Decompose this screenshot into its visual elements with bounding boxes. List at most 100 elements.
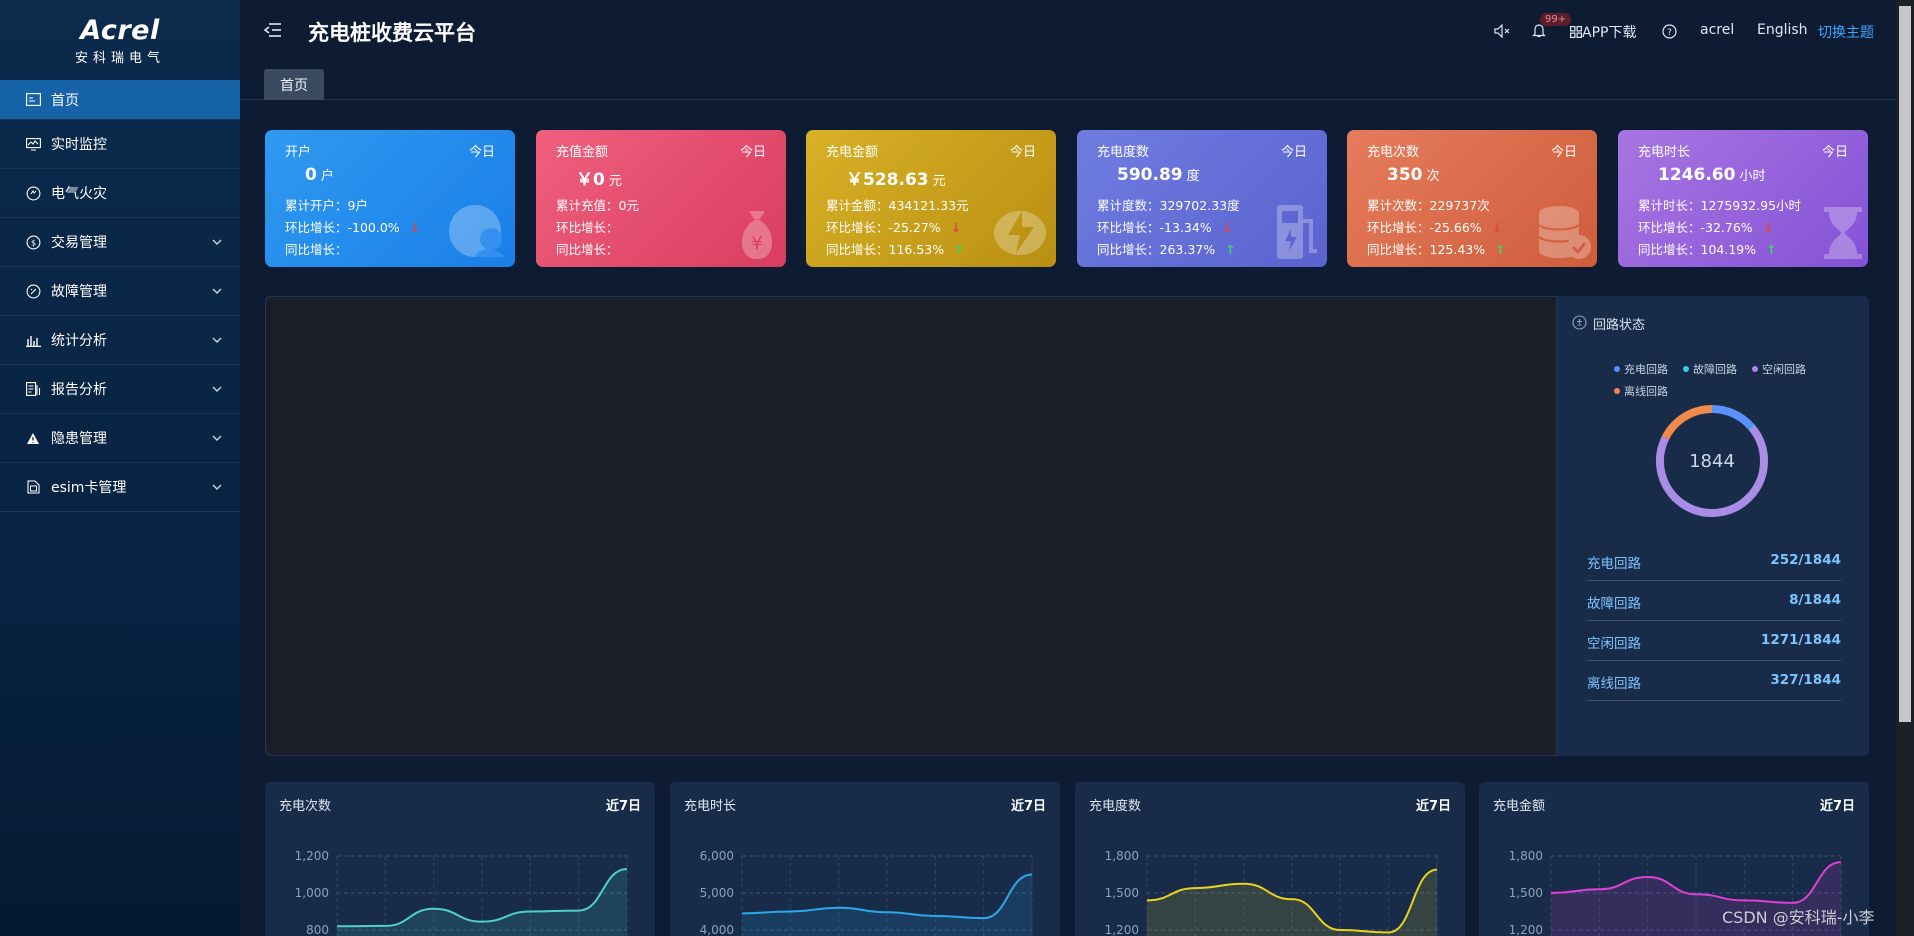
trend-chart-title: 充电金额 — [1493, 799, 1546, 814]
circuit-status-label: 充电回路 — [1587, 556, 1641, 572]
stat-card[interactable]: 充电度数 今日 590.89 度累计度数：329702.33度 环比增长：-13.34%… — [1077, 130, 1327, 267]
circuit-status-title: 回路状态 — [1593, 318, 1646, 333]
circuit-status-count: 327/1844 — [1770, 672, 1841, 688]
sidebar-item-0[interactable]: 首页 — [0, 80, 240, 120]
sidebar-item-label: 首页 — [51, 92, 79, 109]
brand-logo[interactable]: Acrel 安科瑞电气 — [0, 0, 240, 80]
series-line[interactable] — [741, 873, 1033, 920]
trend-down-icon: ↓ — [1762, 220, 1774, 235]
y-tick-label: 1,200 — [1105, 923, 1139, 936]
card-value: 590.89 度 — [1117, 165, 1200, 185]
trend-chart-title: 充电时长 — [684, 799, 737, 814]
sidebar-item-4[interactable]: 故障管理 — [0, 267, 240, 316]
sidebar-item-label: 交易管理 — [51, 235, 107, 251]
help-icon[interactable]: ? — [1662, 24, 1677, 43]
stat-card[interactable]: 充电次数 今日 350 次累计次数：229737次 环比增长：-25.66% ↓ 同比增长：… — [1347, 130, 1597, 267]
theme-switch[interactable]: 切换主题 — [1818, 25, 1874, 41]
app-download-button[interactable]: APP下载 — [1570, 22, 1636, 42]
trend-chart-plot: 1,800 1,500 1,200 — [1105, 849, 1438, 936]
circuit-status-row: 空闲回路 1271/1844 — [1587, 621, 1841, 661]
monitor-icon — [24, 135, 42, 153]
trend-chart: 1,800 1,500 1,200 充电度数 近7日 — [1075, 782, 1465, 936]
trend-up-icon: ↑ — [1495, 242, 1506, 257]
trend-chart: 1,800 1,500 1,200 充电金额 近7日 — [1479, 782, 1869, 936]
donut-slice[interactable] — [1748, 424, 1756, 431]
menu-toggle-icon[interactable] — [263, 22, 282, 42]
scrollbar-thumb[interactable] — [1899, 6, 1911, 722]
sidebar-item-8[interactable]: esim卡管理 — [0, 463, 240, 512]
card-mom: 环比增长：-32.76% ↓ — [1638, 220, 1774, 235]
stat-card[interactable]: ¥ 充值金额 今日 ￥0 元累计充值：0元 环比增长： 同比增长： — [536, 130, 786, 267]
fire-icon — [24, 184, 42, 202]
card-mom: 环比增长：-25.66% ↓ — [1367, 220, 1503, 235]
report-icon — [24, 380, 42, 398]
series-line[interactable] — [336, 867, 628, 928]
card-period: 今日 — [1009, 145, 1036, 160]
trend-chart-period[interactable]: 近7日 — [1010, 799, 1046, 814]
card-mom: 环比增长：-100.0% ↓ — [285, 220, 421, 235]
sidebar-item-label: 报告分析 — [51, 382, 107, 398]
logo-subtitle: 安科瑞电气 — [74, 50, 165, 66]
language-switch[interactable]: English — [1757, 22, 1808, 38]
card-period: 今日 — [468, 145, 495, 160]
trend-chart: 1,200 1,000 800 充电次数 近7日 — [265, 782, 655, 936]
sidebar-item-6[interactable]: 报告分析 — [0, 365, 240, 414]
tab-home[interactable]: 首页 — [264, 69, 324, 100]
trend-down-icon: ↓ — [1491, 220, 1503, 235]
card-title: 充电次数 — [1367, 145, 1420, 160]
chevron-down-icon — [212, 234, 222, 250]
trend-chart-period[interactable]: 近7日 — [605, 799, 641, 814]
trend-down-icon: ↓ — [1221, 220, 1233, 235]
series-line[interactable] — [1550, 861, 1842, 904]
sidebar-item-1[interactable]: 实时监控 — [0, 120, 240, 169]
sidebar-item-2[interactable]: 电气火灾 — [0, 169, 240, 218]
sidebar: Acrel 安科瑞电气 首页实时监控 电气火灾 $ 交易管理故障管理统计分析报告分析隐… — [0, 0, 240, 936]
card-value: ￥0 元 — [576, 170, 622, 190]
sidebar-item-7[interactable]: 隐患管理 — [0, 414, 240, 463]
card-title: 充值金额 — [556, 145, 609, 160]
donut-total: 1844 — [1689, 451, 1735, 472]
donut-slice[interactable] — [1656, 425, 1768, 517]
stat-card[interactable]: 充电金额 今日 ￥528.63 元累计金额：434121.33元 环比增长：-25.27… — [806, 130, 1056, 267]
logo-text: Acrel — [80, 14, 160, 46]
user-name[interactable]: acrel — [1700, 22, 1735, 38]
trend-chart-plot: 1,800 1,500 1,200 — [1509, 849, 1842, 936]
y-tick-label: 1,800 — [1509, 849, 1543, 863]
circuit-status-count: 252/1844 — [1770, 552, 1841, 568]
trend-chart-period[interactable]: 近7日 — [1819, 799, 1855, 814]
card-yoy: 同比增长： — [556, 242, 619, 257]
trend-chart-plot: 6,000 5,000 4,000 — [700, 849, 1033, 936]
bell-icon[interactable] — [1532, 23, 1546, 42]
card-mom: 环比增长： — [556, 220, 619, 235]
card-title: 充电度数 — [1097, 145, 1150, 160]
sidebar-item-3[interactable]: $ 交易管理 — [0, 218, 240, 267]
top-header: 充电桩收费云平台 99+ APP下载 ? acrel English 切换主题 — [240, 0, 1914, 64]
card-total: 累计开户：9户 — [285, 198, 368, 213]
sidebar-item-5[interactable]: 统计分析 — [0, 316, 240, 365]
circuit-status-panel: 回路状态 充电回路 故障回路 空闲回路 离线回路 1844 充电回路 252/18… — [1557, 296, 1869, 756]
sidebar-item-label: 统计分析 — [51, 333, 107, 349]
trend-chart-period[interactable]: 近7日 — [1415, 799, 1451, 814]
legend-item[interactable]: 离线回路 — [1614, 383, 1668, 399]
legend-item[interactable]: 充电回路 — [1614, 361, 1668, 377]
legend-item[interactable]: 空闲回路 — [1752, 361, 1806, 377]
circuit-icon — [1572, 315, 1587, 334]
donut-slice[interactable] — [1661, 405, 1713, 440]
donut-slice[interactable] — [1711, 405, 1755, 430]
legend-item[interactable]: 故障回路 — [1683, 361, 1737, 377]
chevron-down-icon — [212, 332, 222, 348]
mute-icon[interactable] — [1494, 23, 1510, 42]
trade-icon: $ — [24, 233, 42, 251]
circuit-status-row: 离线回路 327/1844 — [1587, 661, 1841, 701]
series-line[interactable] — [1146, 868, 1438, 934]
stat-card[interactable]: 开户 今日 0 户累计开户：9户 环比增长：-100.0% ↓ 同比增长： — [265, 130, 515, 267]
card-total: 累计次数：229737次 — [1367, 198, 1490, 213]
card-yoy: 同比增长：263.37% ↑ — [1097, 242, 1236, 257]
card-total: 累计度数：329702.33度 — [1097, 198, 1240, 213]
app-title: 充电桩收费云平台 — [308, 21, 476, 45]
stat-card[interactable]: 充电时长 今日 1246.60 小时 累计时长：1275932.95小时 环比增长：-32… — [1618, 130, 1868, 267]
card-period: 今日 — [1550, 145, 1577, 160]
map-panel[interactable] — [265, 296, 1557, 756]
app-download-label: APP下载 — [1582, 25, 1637, 41]
card-yoy: 同比增长：125.43% ↑ — [1367, 242, 1506, 257]
